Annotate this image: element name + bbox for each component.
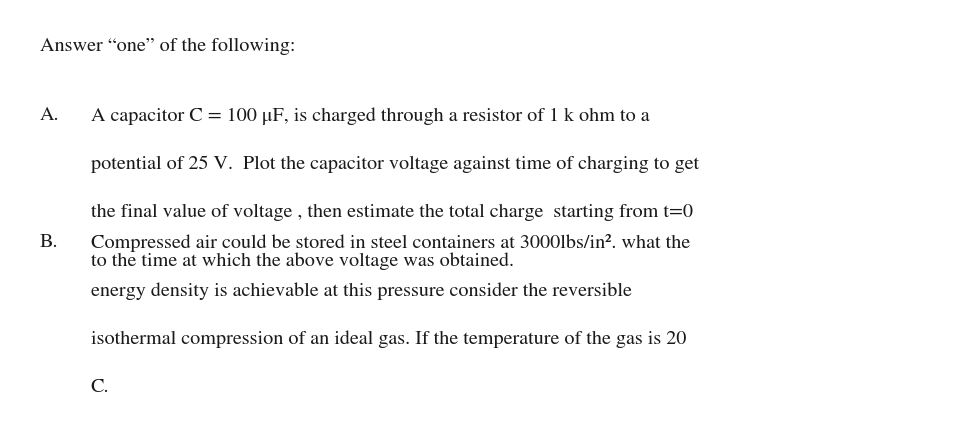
Text: to the time at which the above voltage was obtained.: to the time at which the above voltage w…: [91, 253, 513, 270]
Text: potential of 25 V.  Plot the capacitor voltage against time of charging to get: potential of 25 V. Plot the capacitor vo…: [91, 156, 699, 173]
Text: B.: B.: [40, 234, 58, 251]
Text: C.: C.: [91, 379, 109, 396]
Text: the final value of voltage , then estimate the total charge  starting from t=0: the final value of voltage , then estima…: [91, 204, 693, 221]
Text: A.: A.: [40, 107, 59, 125]
Text: A capacitor C = 100 μF, is charged through a resistor of 1 k ohm to a: A capacitor C = 100 μF, is charged throu…: [91, 107, 649, 125]
Text: Answer “one” of the following:: Answer “one” of the following:: [40, 38, 295, 55]
Text: Compressed air could be stored in steel containers at 3000lbs/in². what the: Compressed air could be stored in steel …: [91, 234, 690, 252]
Text: energy density is achievable at this pressure consider the reversible: energy density is achievable at this pre…: [91, 282, 632, 300]
Text: isothermal compression of an ideal gas. If the temperature of the gas is 20: isothermal compression of an ideal gas. …: [91, 330, 686, 348]
